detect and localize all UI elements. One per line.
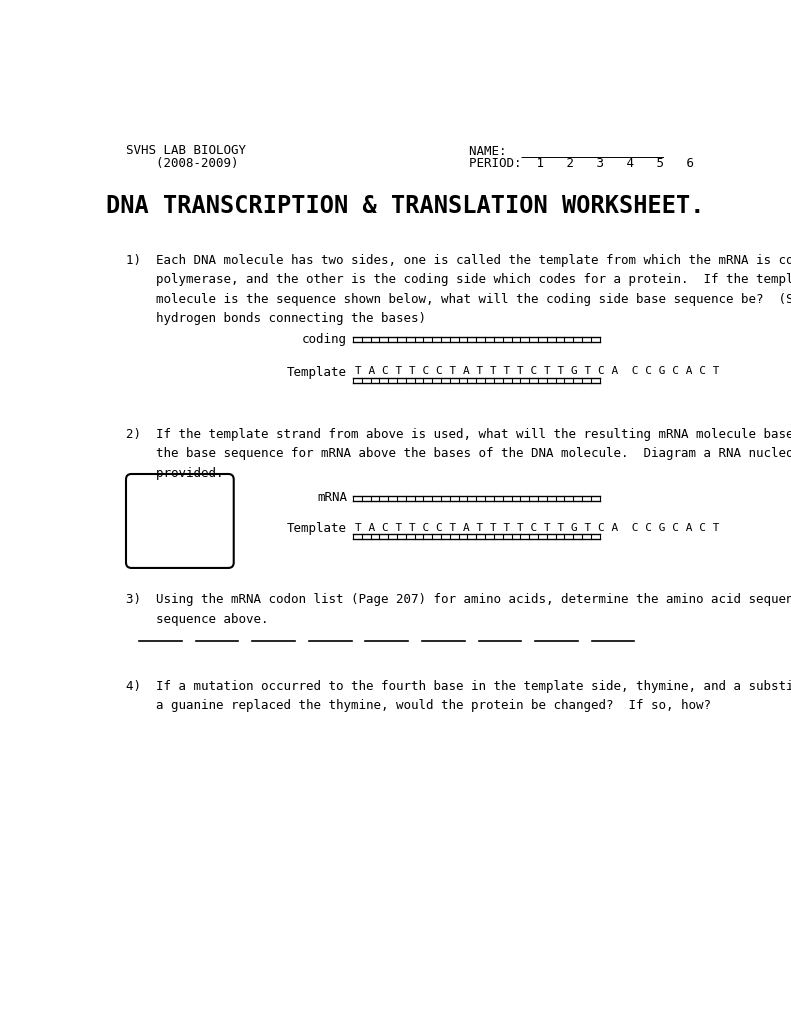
Text: T A C T T C C T A T T T T C T T G T C A  C C G C A C T: T A C T T C C T A T T T T C T T G T C A … xyxy=(354,522,719,532)
FancyBboxPatch shape xyxy=(126,474,233,568)
Text: PERIOD:  1   2   3   4   5   6: PERIOD: 1 2 3 4 5 6 xyxy=(469,157,694,170)
Text: 4)  If a mutation occurred to the fourth base in the template side, thymine, and: 4) If a mutation occurred to the fourth … xyxy=(126,680,791,712)
Text: SVHS LAB BIOLOGY: SVHS LAB BIOLOGY xyxy=(126,144,246,158)
Text: DNA TRANSCRIPTION & TRANSLATION WORKSHEET.: DNA TRANSCRIPTION & TRANSLATION WORKSHEE… xyxy=(106,194,704,218)
Text: coding: coding xyxy=(302,333,347,346)
Text: 1)  Each DNA molecule has two sides, one is called the template from which the m: 1) Each DNA molecule has two sides, one … xyxy=(126,254,791,326)
Text: Template: Template xyxy=(287,366,347,379)
Text: Template: Template xyxy=(287,522,347,536)
Text: 2)  If the template strand from above is used, what will the resulting mRNA mole: 2) If the template strand from above is … xyxy=(126,428,791,480)
Text: NAME:  ___________________: NAME: ___________________ xyxy=(469,144,664,158)
Text: T A C T T C C T A T T T T C T T G T C A  C C G C A C T: T A C T T C C T A T T T T C T T G T C A … xyxy=(354,367,719,376)
Text: mRNA: mRNA xyxy=(317,492,347,505)
Text: 3)  Using the mRNA codon list (Page 207) for amino acids, determine the amino ac: 3) Using the mRNA codon list (Page 207) … xyxy=(126,593,791,626)
Text: (2008-2009): (2008-2009) xyxy=(126,157,239,170)
